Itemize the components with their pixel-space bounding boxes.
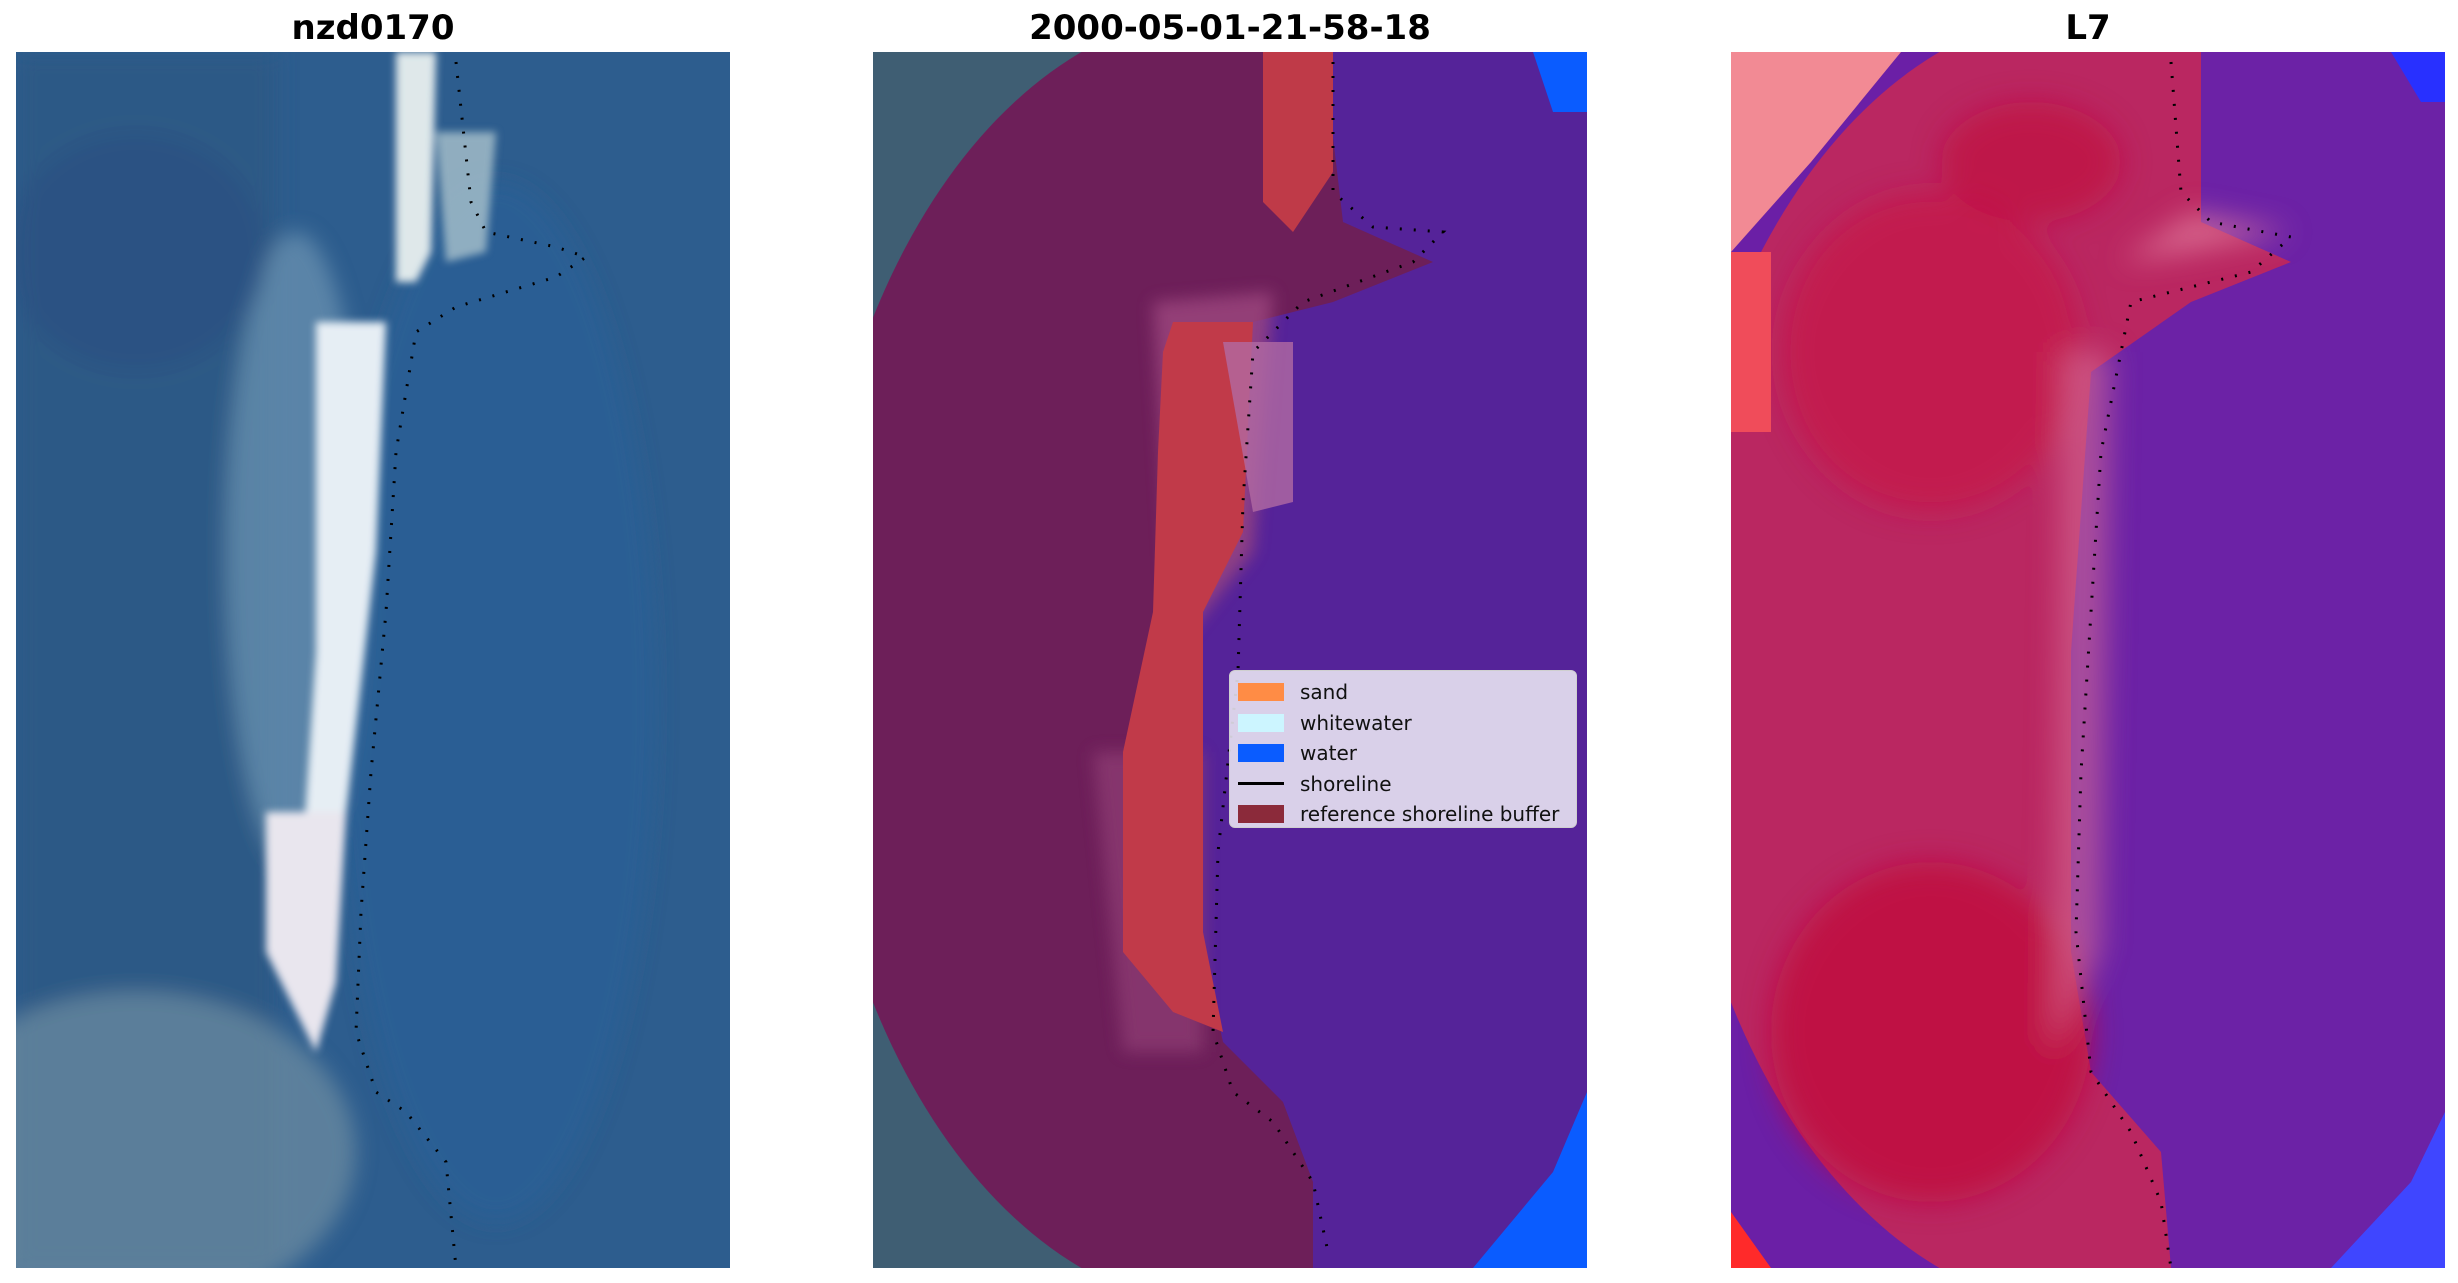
legend-item-whitewater: whitewater <box>1238 708 1568 739</box>
legend-item-shoreline: shoreline <box>1238 769 1568 800</box>
legend-swatch-whitewater <box>1238 713 1284 732</box>
rgb-image <box>16 52 730 1268</box>
rgb-image-panel <box>16 52 730 1268</box>
legend-label-water: water <box>1300 741 1357 766</box>
classified-image-panel <box>873 52 1587 1268</box>
classified-image <box>873 52 1587 1268</box>
legend: sand whitewater water shoreline referenc… <box>1229 670 1577 828</box>
legend-label-whitewater: whitewater <box>1300 710 1412 735</box>
legend-label-reference-buffer: reference shoreline buffer <box>1300 802 1560 827</box>
legend-swatch-sand <box>1238 683 1284 702</box>
legend-swatch-reference-buffer <box>1238 805 1284 824</box>
legend-item-sand: sand <box>1238 677 1568 708</box>
legend-item-reference-buffer: reference shoreline buffer <box>1238 799 1568 830</box>
legend-line-shoreline <box>1238 782 1284 786</box>
legend-swatch-water <box>1238 744 1284 763</box>
panel-title-index: L7 <box>2065 8 2111 48</box>
legend-label-shoreline: shoreline <box>1300 771 1392 796</box>
index-image-panel <box>1731 52 2445 1268</box>
panel-title-classified: 2000-05-01-21-58-18 <box>1029 8 1431 48</box>
index-image <box>1731 52 2445 1268</box>
legend-label-sand: sand <box>1300 680 1349 705</box>
panel-title-rgb: nzd0170 <box>291 8 455 48</box>
shoreline-dots-classified <box>1211 62 1447 1253</box>
legend-item-water: water <box>1238 738 1568 769</box>
